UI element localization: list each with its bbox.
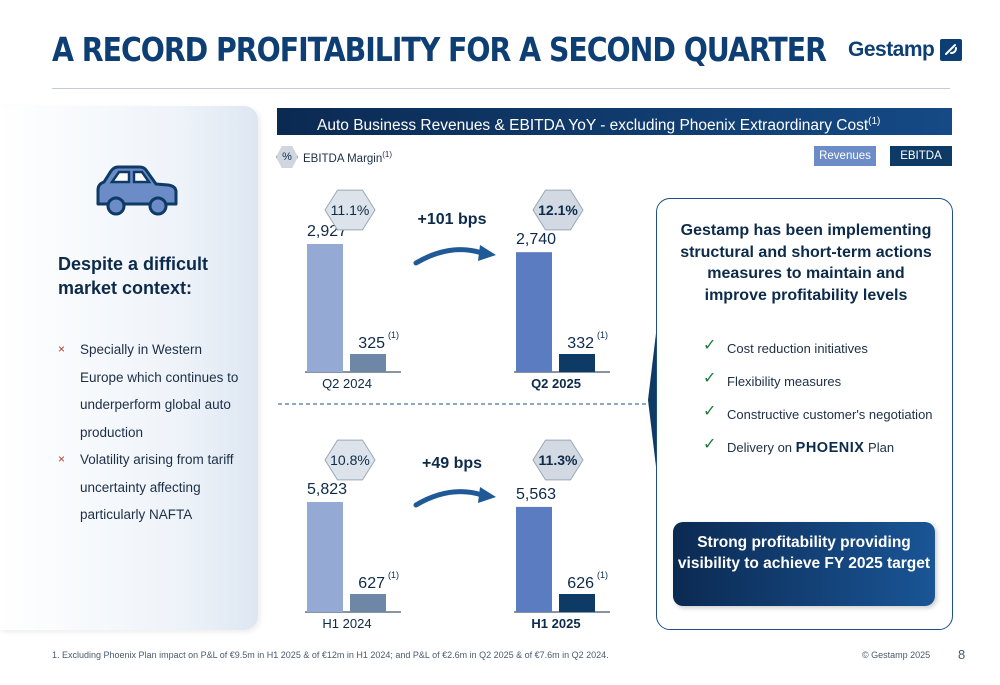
ebitda-footnote-marker: (1) (597, 570, 608, 580)
ebitda-margin-note: (1) (382, 149, 393, 159)
logo-mark-icon (940, 39, 963, 61)
chart-banner: Auto Business Revenues & EBITDA YoY - ex… (277, 108, 952, 135)
ebitda-margin-hexagon (532, 189, 584, 231)
action-item: ✓ Constructive customer's negotiation (703, 403, 933, 423)
revenue-bar (516, 506, 552, 612)
check-icon: ✓ (703, 436, 717, 453)
ebitda-value-label: 627 (358, 575, 385, 592)
category-label: H1 2024 (322, 616, 371, 631)
action-item-prefix: Delivery on (727, 440, 793, 455)
legend-ebitda: EBITDA (890, 146, 952, 166)
chart-banner-note: (1) (868, 116, 881, 127)
car-icon (92, 162, 182, 223)
growth-arrow (413, 489, 485, 508)
action-item: ✓ Cost reduction initiatives (703, 337, 933, 357)
context-bullets: × Specially in Western Europe which conti… (56, 336, 241, 529)
phoenix-brand: PHOENIX (795, 440, 865, 456)
action-item: ✓ Delivery on PHOENIX Plan (703, 436, 933, 457)
copyright: © Gestamp 2025 (862, 650, 931, 660)
chart-banner-text: Auto Business Revenues & EBITDA YoY - ex… (317, 117, 869, 135)
cross-icon: × (58, 452, 66, 466)
category-label: H1 2025 (531, 616, 580, 631)
legend-revenues: Revenues (814, 146, 876, 166)
action-item: ✓ Flexibility measures (703, 370, 933, 390)
target-statement: Strong profitability providing visibilit… (673, 522, 935, 606)
action-item-suffix: Plan (868, 440, 895, 455)
ebitda-footnote-marker: (1) (597, 330, 608, 340)
category-label: Q2 2025 (531, 376, 581, 391)
check-icon: ✓ (703, 403, 717, 420)
action-item-text: Cost reduction initiatives (727, 341, 868, 356)
action-item-text: Constructive customer's negotiation (727, 407, 933, 422)
ebitda-bar (559, 594, 595, 612)
ebitda-margin-value: 11.3% (539, 452, 578, 468)
context-heading: Despite a difficult market context: (58, 254, 209, 298)
ebitda-margin-hexagon (532, 439, 584, 481)
callout-title: Gestamp has been implementing structural… (680, 222, 932, 304)
margin-change-label: +101 bps (418, 211, 487, 228)
revenue-bar (307, 244, 343, 372)
ebitda-margin-label-text: EBITDA Margin (303, 152, 383, 165)
revenue-value-label: 2,740 (516, 231, 556, 248)
ebitda-footnote-marker: (1) (388, 570, 399, 580)
ebitda-margin-hexagon (324, 439, 376, 481)
revenue-value-label: 5,563 (516, 486, 556, 503)
ebitda-margin-value: 11.1% (331, 202, 370, 218)
ebitda-margin-legend: % EBITDA Margin(1) (276, 146, 392, 168)
growth-arrow (413, 247, 485, 266)
revenue-bar (516, 252, 552, 372)
margin-change-label: +49 bps (422, 455, 482, 472)
ebitda-margin-value: 10.8% (330, 452, 370, 468)
ebitda-margin-label: EBITDA Margin(1) (303, 150, 392, 165)
check-icon: ✓ (703, 370, 717, 387)
revenue-bar (307, 502, 343, 612)
ebitda-value-label: 325 (358, 335, 385, 352)
check-icon: ✓ (703, 337, 717, 354)
ebitda-value-label: 626 (567, 575, 594, 592)
page-number: 8 (958, 647, 966, 662)
action-list: ✓ Cost reduction initiatives ✓ Flexibility… (703, 337, 933, 473)
ebitda-margin-value: 12.1% (538, 202, 578, 218)
revenue-value-label: 5,823 (307, 481, 347, 498)
ebitda-margin-hexagon (324, 189, 376, 231)
ebitda-bar (350, 354, 386, 372)
growth-arrow-head (478, 245, 496, 261)
growth-arrow-head (478, 487, 496, 503)
context-bullet-text: Volatility arising from tariff uncertain… (80, 452, 234, 522)
context-bullet: × Specially in Western Europe which conti… (56, 336, 241, 446)
footnote: 1. Excluding Phoenix Plan impact on P&L … (52, 650, 609, 660)
category-label: Q2 2024 (322, 376, 372, 391)
ebitda-bar (350, 594, 386, 612)
ebitda-bar (559, 354, 595, 372)
ebitda-value-label: 332 (567, 335, 594, 352)
context-bullet-text: Specially in Western Europe which contin… (80, 342, 239, 440)
gestamp-logo: Gestamp (848, 38, 963, 62)
ebitda-footnote-marker: (1) (388, 330, 399, 340)
percent-hexagon-icon: % (276, 146, 298, 168)
page-title: A RECORD PROFITABILITY FOR A SECOND QUAR… (52, 30, 827, 69)
cross-icon: × (58, 342, 66, 356)
action-item-text: Flexibility measures (727, 374, 842, 389)
context-bullet: × Volatility arising from tariff uncertai… (56, 446, 241, 529)
title-divider (52, 88, 950, 89)
logo-text: Gestamp (848, 38, 935, 61)
